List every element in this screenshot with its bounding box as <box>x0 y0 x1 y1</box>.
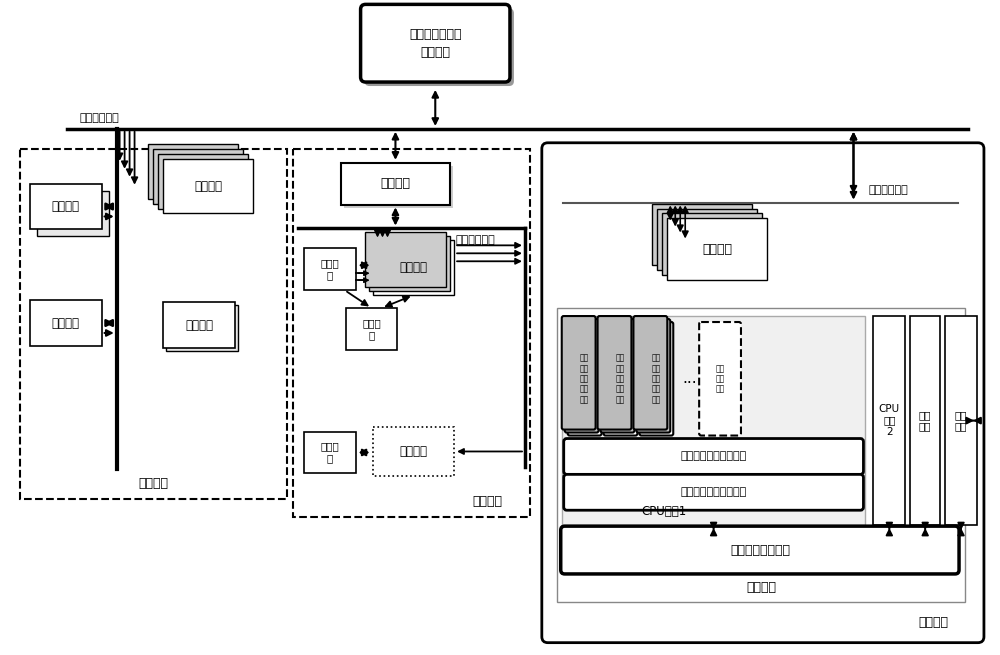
FancyBboxPatch shape <box>293 149 530 517</box>
Bar <box>365 233 446 287</box>
Text: 通讯
单元: 通讯 单元 <box>955 410 967 432</box>
Text: 电源
单元: 电源 单元 <box>919 410 931 432</box>
Text: 航电设备: 航电设备 <box>52 316 80 329</box>
FancyBboxPatch shape <box>873 316 905 525</box>
Text: 机电设备: 机电设备 <box>746 582 776 594</box>
Text: 模块级健康监控功能区: 模块级健康监控功能区 <box>680 487 747 497</box>
FancyBboxPatch shape <box>910 316 940 525</box>
Bar <box>153 149 243 204</box>
FancyBboxPatch shape <box>30 183 102 229</box>
Text: 作动部
件: 作动部 件 <box>362 318 381 340</box>
FancyBboxPatch shape <box>304 432 356 474</box>
FancyBboxPatch shape <box>557 308 965 602</box>
FancyBboxPatch shape <box>542 143 984 643</box>
Text: 飞控设备: 飞控设备 <box>380 177 410 190</box>
Bar <box>148 144 238 198</box>
Text: 任务
级健
康监
控功
能区: 任务 级健 康监 控功 能区 <box>652 354 661 404</box>
Text: 航电系统: 航电系统 <box>138 477 168 490</box>
FancyBboxPatch shape <box>565 319 599 432</box>
Text: 作动部
件: 作动部 件 <box>320 441 339 463</box>
Text: CPU单元1: CPU单元1 <box>641 505 686 517</box>
Text: 计算设备: 计算设备 <box>420 46 450 59</box>
Text: 任务
级健
康监
控功
能区: 任务 级健 康监 控功 能区 <box>616 354 625 404</box>
FancyBboxPatch shape <box>37 191 109 236</box>
FancyBboxPatch shape <box>568 322 602 436</box>
FancyBboxPatch shape <box>639 322 673 436</box>
FancyBboxPatch shape <box>601 319 634 432</box>
FancyBboxPatch shape <box>633 316 667 430</box>
FancyBboxPatch shape <box>699 322 741 436</box>
FancyBboxPatch shape <box>598 316 631 430</box>
Bar <box>662 214 762 275</box>
FancyBboxPatch shape <box>20 149 287 499</box>
FancyBboxPatch shape <box>361 5 510 82</box>
Bar <box>657 208 757 271</box>
FancyBboxPatch shape <box>341 162 450 204</box>
Text: 航电设备: 航电设备 <box>185 318 213 331</box>
Text: 航电设备: 航电设备 <box>194 179 222 193</box>
FancyBboxPatch shape <box>304 248 356 290</box>
Bar <box>652 204 752 265</box>
Text: 作动部
件: 作动部 件 <box>320 259 339 280</box>
FancyBboxPatch shape <box>636 319 670 432</box>
Bar <box>667 219 767 280</box>
FancyBboxPatch shape <box>166 305 238 351</box>
FancyBboxPatch shape <box>562 316 865 525</box>
Text: 飞控系统: 飞控系统 <box>472 495 502 508</box>
Text: 任务
级健
康监
控功
能区: 任务 级健 康监 控功 能区 <box>580 354 589 404</box>
FancyBboxPatch shape <box>163 302 235 348</box>
FancyBboxPatch shape <box>564 474 863 510</box>
FancyBboxPatch shape <box>365 9 514 86</box>
FancyBboxPatch shape <box>562 316 596 430</box>
Text: 机电系统网络: 机电系统网络 <box>868 185 908 195</box>
Text: 健康
监控
分区: 健康 监控 分区 <box>715 364 725 394</box>
FancyBboxPatch shape <box>344 166 453 208</box>
Bar <box>158 154 248 208</box>
FancyBboxPatch shape <box>564 439 863 474</box>
Text: 飞机级健康监控: 飞机级健康监控 <box>409 28 462 41</box>
Text: 分区级健康监控功能区: 分区级健康监控功能区 <box>680 451 747 462</box>
FancyBboxPatch shape <box>604 322 637 436</box>
FancyBboxPatch shape <box>561 526 959 574</box>
Text: 飞控系统网络: 飞控系统网络 <box>455 235 495 246</box>
Text: 航电设备: 航电设备 <box>52 200 80 213</box>
FancyBboxPatch shape <box>346 308 397 350</box>
Text: ...: ... <box>682 371 697 386</box>
Text: CPU
单元
2: CPU 单元 2 <box>879 404 900 437</box>
FancyBboxPatch shape <box>945 316 977 525</box>
Text: 机电设备: 机电设备 <box>702 243 732 256</box>
Bar <box>163 159 253 214</box>
Bar <box>373 240 454 295</box>
FancyBboxPatch shape <box>373 426 454 476</box>
Text: 飞控设备: 飞控设备 <box>399 445 427 458</box>
Text: 航电系统网络: 航电系统网络 <box>80 113 120 123</box>
Text: 飞控设备: 飞控设备 <box>399 261 427 274</box>
Text: 设备级综合诊断区: 设备级综合诊断区 <box>730 544 790 557</box>
Text: 机电系统: 机电系统 <box>918 616 948 629</box>
FancyBboxPatch shape <box>30 300 102 346</box>
Bar <box>369 236 450 291</box>
